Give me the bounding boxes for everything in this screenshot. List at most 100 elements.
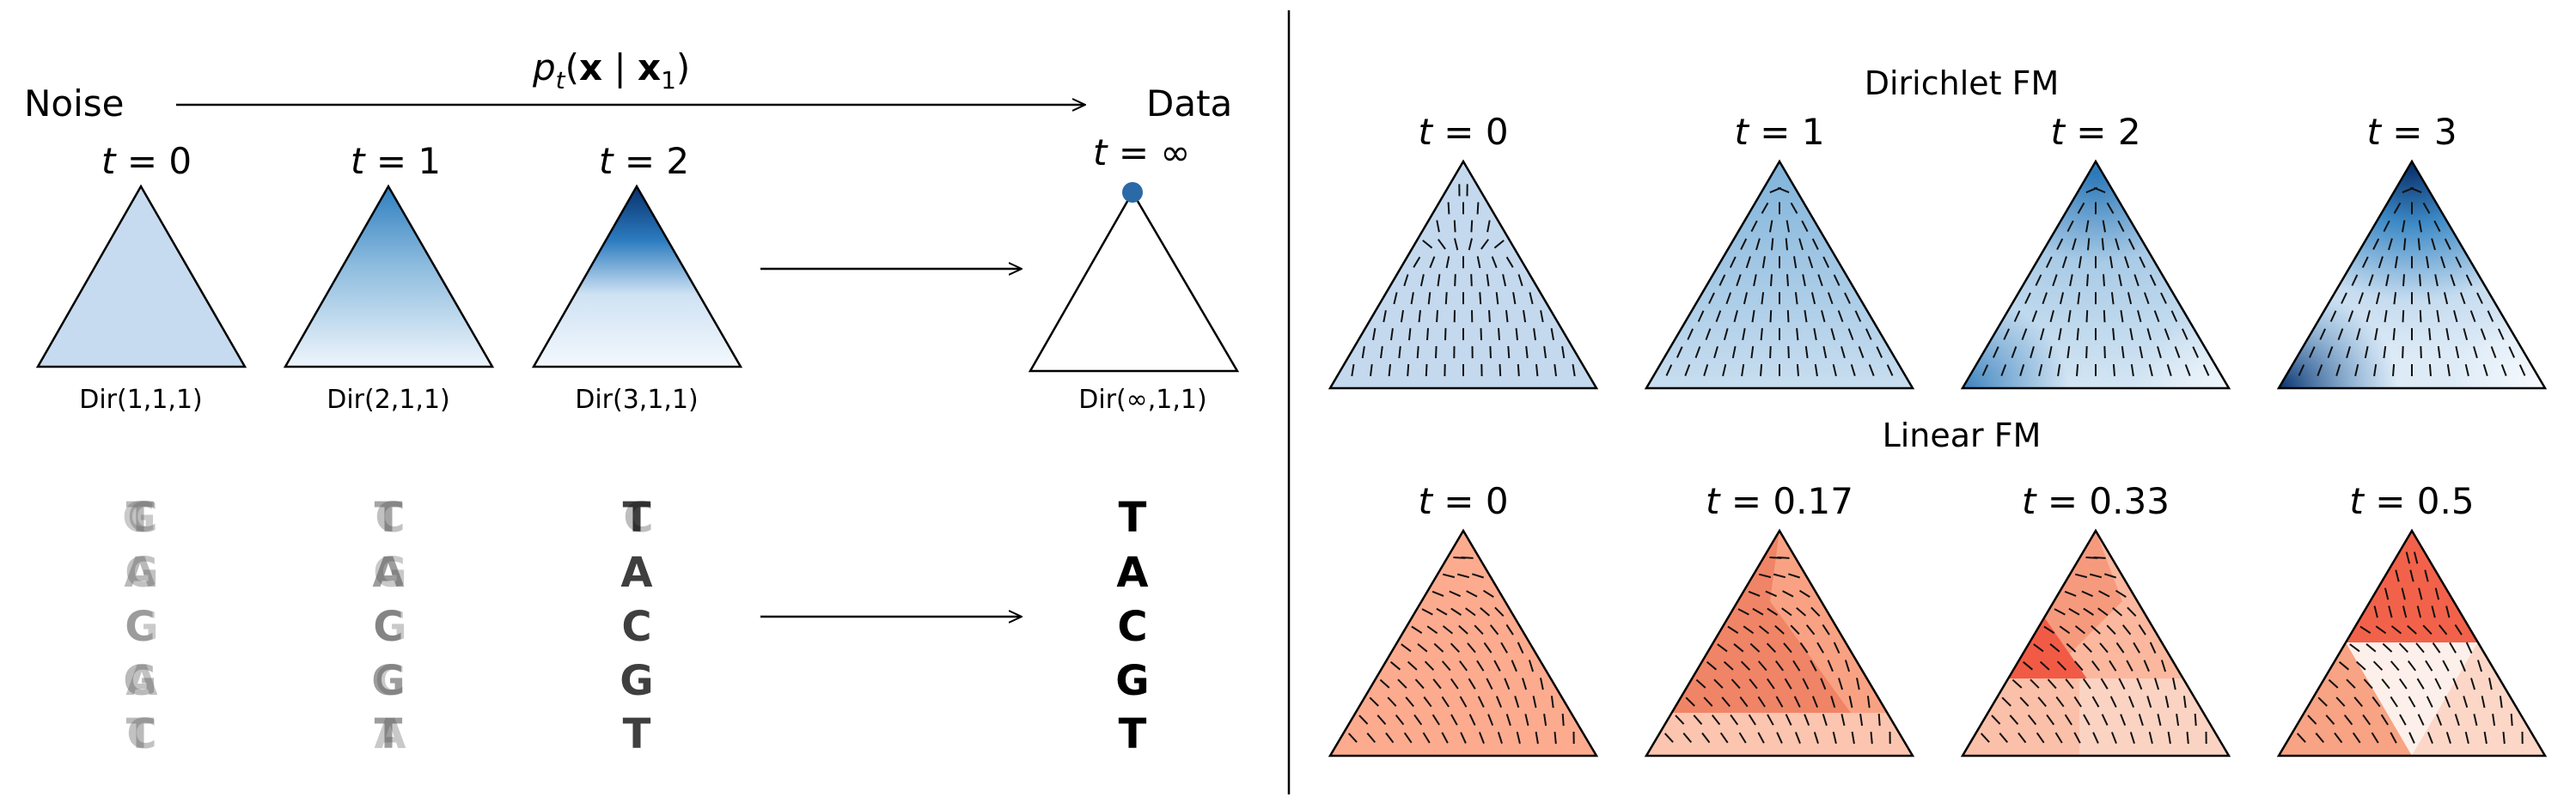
quiver-arrow bbox=[2121, 345, 2125, 359]
quiver-arrow bbox=[2335, 364, 2341, 376]
dfm-time-2: t = 2 bbox=[2050, 111, 2140, 153]
quiver-arrow bbox=[1499, 363, 1502, 377]
dirichlet-title: Dirichlet FM bbox=[1865, 64, 2060, 102]
quiver-arrow bbox=[2157, 714, 2162, 727]
quiver-arrow bbox=[1543, 345, 1547, 359]
quiver-arrow bbox=[2445, 328, 2450, 341]
quiver-arrow bbox=[1810, 606, 1821, 617]
quiver-arrow bbox=[2172, 678, 2176, 691]
quiver-arrow bbox=[2043, 625, 2055, 634]
quiver-arrow bbox=[2130, 363, 2134, 377]
quiver-arrow bbox=[1432, 678, 1442, 690]
quiver-arrow bbox=[1856, 678, 1860, 691]
quiver-arrow bbox=[1876, 346, 1883, 358]
quiver-arrow bbox=[1771, 238, 1774, 251]
quiver-arrow bbox=[2022, 660, 2034, 671]
quiver-arrow bbox=[1711, 714, 1721, 726]
quiver-arrow bbox=[2450, 274, 2456, 287]
quiver-arrow bbox=[1486, 274, 1490, 287]
quiver-arrow bbox=[2129, 328, 2133, 341]
quiver-arrow bbox=[2103, 310, 2106, 323]
quiver-arrow bbox=[2176, 714, 2180, 727]
quiver-arrow bbox=[2112, 364, 2115, 377]
quiver-arrow bbox=[1472, 573, 1484, 579]
quiver-arrow bbox=[2469, 310, 2476, 323]
quiver-arrow bbox=[1500, 642, 1508, 654]
quiver-arrow bbox=[2402, 346, 2404, 359]
quiver-arrow bbox=[2138, 624, 2146, 636]
quiver-arrow bbox=[2463, 696, 2469, 709]
quiver-arrow bbox=[2058, 328, 2062, 341]
quiver-arrow bbox=[1991, 715, 2001, 725]
svg-text:G: G bbox=[373, 603, 406, 651]
quiver-arrow bbox=[1459, 696, 1468, 708]
quiver-arrow bbox=[2109, 256, 2114, 269]
quiver-arrow bbox=[1436, 310, 1438, 323]
quiver-arrow bbox=[2363, 678, 2373, 690]
quiver-arrow bbox=[2426, 732, 2433, 744]
quiver-arrow bbox=[1512, 292, 1517, 305]
quiver-arrow bbox=[1727, 625, 1739, 634]
quiver-arrow bbox=[2021, 328, 2028, 341]
quiver-arrow bbox=[1799, 642, 1809, 654]
quiver-arrow bbox=[2069, 274, 2073, 287]
quiver-arrow bbox=[2454, 714, 2460, 727]
quiver-arrow bbox=[2110, 292, 2115, 305]
lfm-time-0: t = 0 bbox=[1418, 480, 1508, 522]
quiver-arrow bbox=[2054, 608, 2066, 616]
quiver-arrow bbox=[1431, 714, 1440, 726]
noisy-sequence-t1: T C A G C G G C T A bbox=[371, 494, 406, 758]
quiver-arrow bbox=[1713, 678, 1724, 689]
quiver-arrow bbox=[2383, 345, 2387, 359]
quiver-arrow bbox=[1511, 660, 1517, 672]
quiver-arrow bbox=[2146, 696, 2152, 709]
quiver-arrow bbox=[1502, 274, 1507, 287]
quiver-arrow bbox=[1833, 642, 1840, 654]
quiver-arrow bbox=[1403, 274, 1409, 287]
quiver-arrow bbox=[1422, 732, 1431, 744]
quiver-arrow bbox=[2425, 660, 2433, 672]
quiver-arrow bbox=[2091, 624, 2101, 635]
quiver-arrow bbox=[2136, 678, 2143, 690]
quiver-arrow bbox=[2085, 346, 2088, 359]
quiver-arrow bbox=[1482, 589, 1494, 598]
quiver-arrow bbox=[1817, 274, 1823, 287]
quiver-arrow bbox=[1426, 328, 1429, 341]
quiver-arrow bbox=[2355, 660, 2366, 671]
quiver-arrow bbox=[1424, 660, 1435, 671]
quiver-arrow bbox=[2056, 238, 2064, 251]
quiver-arrow bbox=[1436, 607, 1448, 616]
quiver-arrow bbox=[1477, 696, 1485, 708]
quiver-arrow bbox=[2086, 274, 2089, 287]
quiver-arrow bbox=[2030, 678, 2040, 689]
quiver-arrow bbox=[1830, 696, 1836, 709]
quiver-arrow bbox=[1444, 328, 1447, 341]
quiver-arrow bbox=[1798, 238, 1804, 251]
quiver-arrow bbox=[2422, 202, 2431, 214]
quiver-arrow bbox=[2074, 573, 2088, 579]
quiver-arrow bbox=[1495, 696, 1503, 708]
left-panel: Noise Data pt(x | x1) t = 0 t = 1 t = 2 … bbox=[24, 46, 1240, 758]
quiver-arrow bbox=[1785, 238, 1788, 251]
quiver-arrow bbox=[2319, 328, 2327, 340]
svg-text:C: C bbox=[373, 603, 403, 651]
quiver-arrow bbox=[2384, 587, 2390, 600]
quiver-arrow bbox=[1494, 606, 1505, 617]
quiver-arrow bbox=[1777, 186, 1790, 194]
quiver-arrow bbox=[1766, 642, 1777, 653]
quiver-arrow bbox=[2420, 346, 2422, 359]
quiver-arrow bbox=[1377, 715, 1387, 725]
quiver-arrow bbox=[2438, 624, 2448, 636]
quiver-arrow bbox=[2033, 643, 2044, 653]
svg-text:G: G bbox=[373, 549, 406, 597]
quiver-arrow bbox=[1495, 292, 1499, 305]
quiver-arrow bbox=[2115, 642, 2125, 654]
quiver-arrow bbox=[1701, 732, 1711, 744]
quiver-arrow bbox=[2081, 590, 2094, 598]
quiver-arrow bbox=[2381, 678, 2390, 690]
quiver-arrow bbox=[1743, 292, 1749, 305]
quiver-arrow bbox=[1505, 624, 1514, 636]
quiver-arrow bbox=[2106, 624, 2116, 635]
quiver-arrow bbox=[2442, 660, 2450, 672]
quiver-arrow bbox=[2416, 605, 2422, 618]
